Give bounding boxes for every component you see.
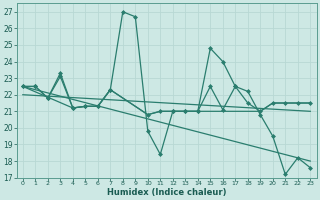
X-axis label: Humidex (Indice chaleur): Humidex (Indice chaleur)	[107, 188, 226, 197]
